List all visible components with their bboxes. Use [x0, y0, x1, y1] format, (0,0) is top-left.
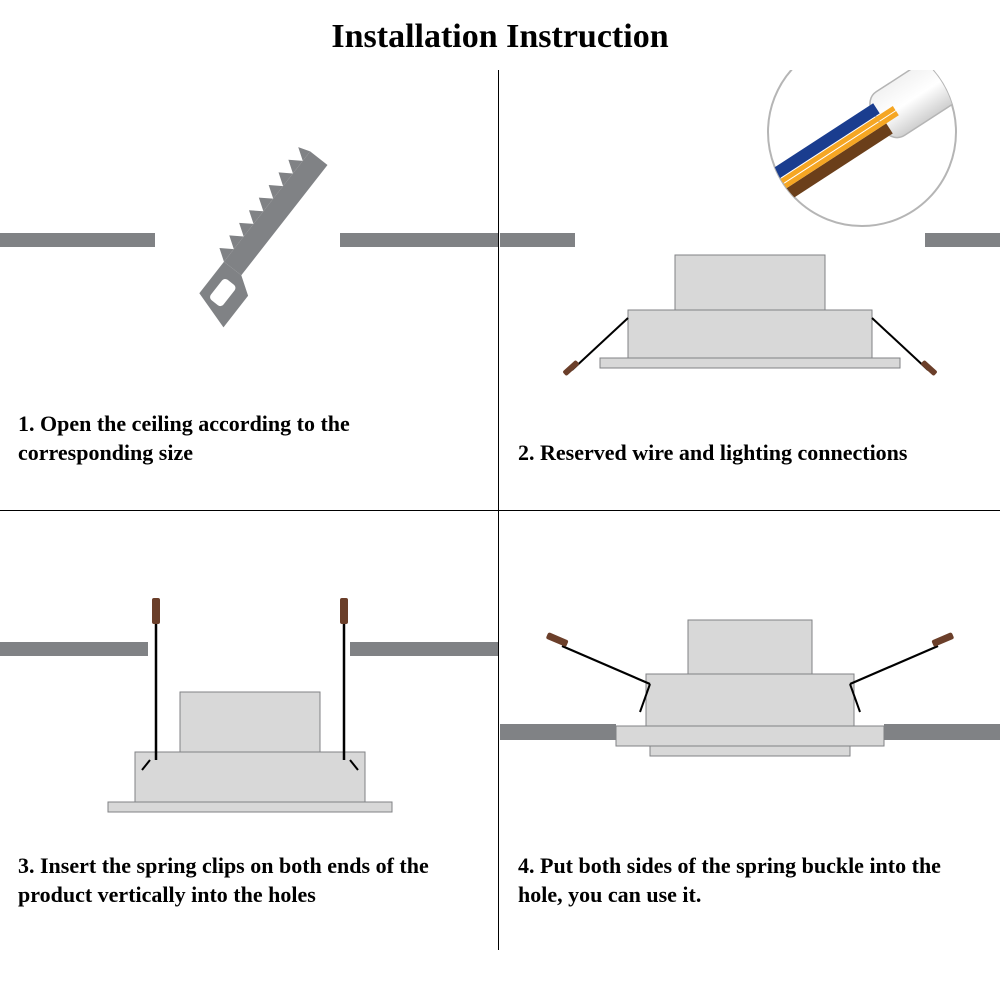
step-4-illustration	[500, 512, 1000, 832]
page-title: Installation Instruction	[0, 0, 1000, 66]
step-1-caption: 1. Open the ceiling according to the cor…	[18, 409, 480, 468]
instruction-grid: 1. Open the ceiling according to the cor…	[0, 70, 1000, 1000]
step-2-panel: 2. Reserved wire and lighting connection…	[500, 70, 1000, 510]
horizontal-divider	[0, 510, 1000, 511]
step-3-panel: 3. Insert the spring clips on both ends …	[0, 512, 498, 952]
step-3-illustration	[0, 512, 498, 832]
step-4-caption: 4. Put both sides of the spring buckle i…	[518, 851, 982, 910]
step-2-caption: 2. Reserved wire and lighting connection…	[518, 438, 982, 468]
step-4-panel: 4. Put both sides of the spring buckle i…	[500, 512, 1000, 952]
step-2-illustration	[500, 70, 1000, 390]
step-1-panel: 1. Open the ceiling according to the cor…	[0, 70, 498, 510]
step-1-illustration	[0, 70, 498, 390]
step-3-caption: 3. Insert the spring clips on both ends …	[18, 851, 480, 910]
